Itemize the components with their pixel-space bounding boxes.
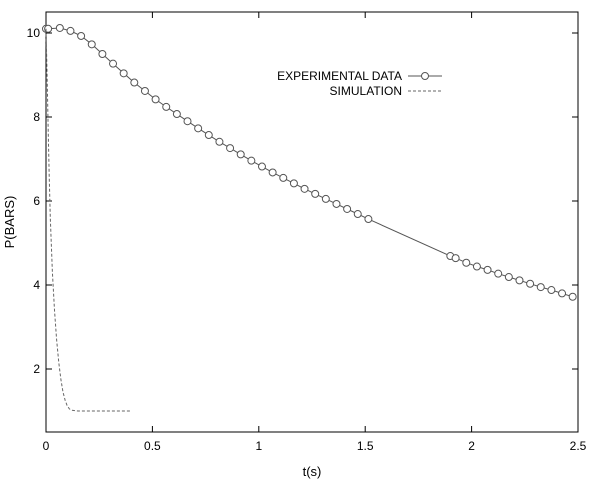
experimental-point [289, 179, 298, 188]
experimental-point [568, 292, 577, 301]
experimental-point [183, 117, 192, 126]
experimental-point [98, 50, 107, 58]
x-axis: 0 0.5 1 1.5 2 2.5 [43, 12, 587, 453]
experimental-point [558, 289, 567, 298]
y-tick-label: 4 [33, 278, 40, 292]
y-axis: 2 4 6 8 10 [27, 26, 578, 376]
plot-frame [45, 11, 579, 433]
legend-marker-experimental [421, 72, 429, 80]
experimental-point [515, 276, 524, 285]
experimental-point [547, 286, 556, 295]
experimental-point [140, 86, 149, 95]
experimental-point [226, 144, 235, 153]
experimental-point [194, 124, 203, 133]
experimental-point [343, 204, 352, 213]
experimental-point [109, 59, 118, 68]
legend-label-experimental: EXPERIMENTAL DATA [277, 69, 402, 83]
y-tick-label: 6 [33, 194, 40, 208]
experimental-point [451, 254, 460, 263]
experimental-point [494, 269, 503, 278]
experimental-point [300, 184, 309, 193]
experimental-point [172, 110, 181, 119]
experimental-point [55, 23, 64, 32]
x-tick-label: 1.5 [357, 439, 374, 453]
experimental-point [236, 150, 245, 159]
experimental-point [247, 156, 256, 165]
experimental-point [257, 162, 266, 171]
experimental-point [311, 189, 320, 198]
x-tick-label: 2 [468, 439, 475, 453]
x-tick-label: 1 [255, 439, 262, 453]
experimental-point [87, 40, 96, 49]
experimental-point [66, 26, 75, 35]
experimental-point [151, 95, 160, 104]
x-tick-label: 2.5 [570, 439, 587, 453]
y-tick-label: 8 [33, 110, 40, 124]
experimental-point [332, 199, 341, 208]
experimental-point [526, 279, 535, 288]
experimental-point [536, 283, 545, 292]
experimental-point [215, 137, 224, 146]
series-simulation-line [45, 28, 132, 412]
y-tick-label: 2 [33, 362, 40, 376]
experimental-point [462, 258, 471, 267]
experimental-point [162, 102, 171, 111]
experimental-point [130, 78, 139, 87]
series-layer [42, 23, 577, 412]
experimental-point [279, 173, 288, 182]
experimental-point [472, 262, 481, 271]
experimental-point [268, 168, 277, 177]
experimental-point [353, 210, 362, 219]
legend-label-simulation: SIMULATION [330, 84, 402, 98]
experimental-point [119, 69, 128, 78]
experimental-point [204, 131, 213, 140]
x-tick-label: 0.5 [144, 439, 161, 453]
x-axis-label: t(s) [303, 464, 322, 479]
x-tick-label: 0 [43, 439, 50, 453]
experimental-point [321, 194, 330, 203]
experimental-point [364, 215, 373, 224]
experimental-point [483, 265, 492, 274]
experimental-point [504, 273, 513, 282]
experimental-point [77, 31, 86, 40]
y-axis-label: P(BARS) [2, 196, 17, 249]
y-tick-label: 10 [27, 26, 41, 40]
